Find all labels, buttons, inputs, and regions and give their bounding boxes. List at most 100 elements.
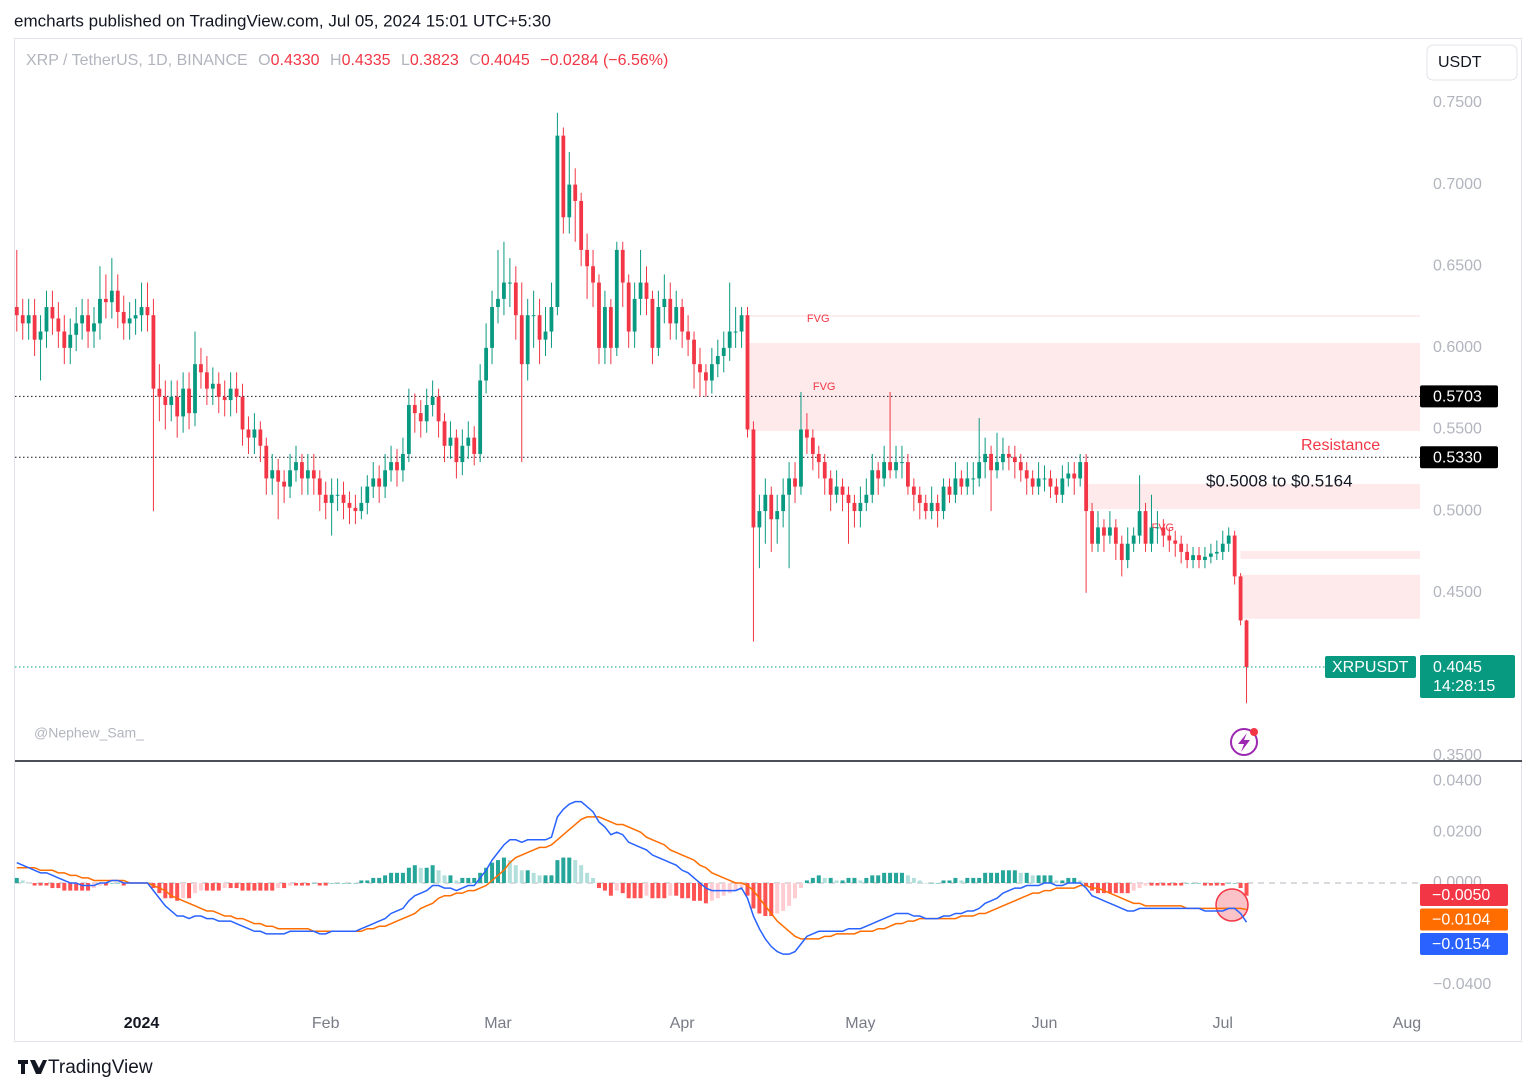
histogram-bar	[971, 877, 976, 883]
candle-body	[74, 323, 79, 335]
histogram-bar	[1167, 882, 1172, 886]
price-badge	[1420, 446, 1498, 469]
histogram-bar	[614, 882, 619, 891]
candle-body	[603, 307, 607, 348]
candle-body	[769, 494, 774, 520]
histogram-bar	[1072, 877, 1077, 883]
candle-body	[187, 388, 191, 414]
candle-body	[68, 334, 73, 348]
candle-body	[228, 388, 233, 401]
histogram-bar	[371, 877, 376, 883]
y-tick-label: 0.0400	[1433, 773, 1482, 790]
currency[interactable]: USDT	[1438, 54, 1482, 71]
candle-body	[1096, 527, 1100, 544]
value-badge	[1420, 908, 1508, 931]
x-tick-label: Mar	[484, 1015, 512, 1032]
candle-body	[430, 396, 435, 405]
histogram-bar	[697, 882, 702, 901]
icon-bolt[interactable]	[1238, 733, 1250, 752]
candle-body	[139, 307, 144, 316]
candle-body	[341, 494, 346, 503]
candle-body	[983, 453, 988, 463]
histogram-bar	[911, 877, 916, 883]
candle-body	[1102, 527, 1106, 536]
candle-body	[531, 315, 536, 317]
publisher: emcharts published on TradingView.com, J…	[14, 11, 551, 30]
histogram-bar	[525, 870, 530, 883]
histogram-bar	[1018, 872, 1023, 883]
candle-body	[264, 445, 269, 479]
y-tick-label: 0.7000	[1433, 176, 1482, 193]
histogram-bar	[62, 882, 67, 891]
histogram-bar	[1125, 882, 1130, 894]
histogram-bar	[1036, 875, 1041, 883]
histogram-bar	[1185, 882, 1190, 884]
histogram-bar	[1143, 882, 1148, 886]
candle-body	[1149, 527, 1154, 544]
histogram-bar	[305, 882, 310, 886]
candle-body	[870, 470, 875, 495]
histogram-bar	[240, 882, 245, 891]
histogram-bar	[1084, 882, 1089, 886]
histogram-bar	[288, 882, 293, 886]
histogram-bar	[460, 877, 465, 883]
annotation: Resistance	[1301, 437, 1380, 454]
alert-icon[interactable]	[1230, 728, 1258, 756]
histogram-bar	[359, 880, 364, 883]
candle-body	[436, 396, 441, 422]
candle-body	[775, 511, 780, 520]
candle-body	[240, 396, 245, 430]
histogram-bar	[763, 882, 768, 917]
candle-body	[680, 307, 685, 332]
histogram-bar	[804, 880, 809, 883]
histogram-bar	[507, 860, 512, 883]
histogram-bar	[418, 867, 423, 883]
currency-button[interactable]	[1426, 44, 1518, 81]
candle-body	[496, 298, 500, 308]
candle-body	[900, 462, 904, 464]
candle-body	[484, 347, 489, 381]
symbol-badge-label: XRPUSDT	[1332, 659, 1409, 676]
candle-body	[757, 511, 762, 528]
symbol-badge	[1325, 655, 1416, 678]
candle-body	[715, 356, 720, 365]
candle-body	[175, 396, 180, 417]
x-tick-label: 2024	[124, 1015, 160, 1032]
icon-dot[interactable]	[1250, 728, 1258, 736]
candle-body	[739, 315, 744, 332]
ohlc-key: L	[401, 52, 410, 69]
histogram-bar	[573, 860, 578, 883]
candle-body	[799, 429, 803, 487]
candle-body	[1226, 535, 1231, 544]
candle-body	[585, 249, 589, 267]
candle-body	[805, 429, 809, 438]
candle-body	[1113, 527, 1118, 544]
candle-body	[472, 437, 477, 454]
fvg-zone	[747, 342, 1420, 432]
histogram-bar	[252, 882, 257, 891]
candle-body	[460, 445, 465, 463]
candle-body	[674, 307, 679, 324]
histogram-bar	[198, 882, 203, 891]
histogram-bar	[430, 865, 435, 883]
fvg-label: FVG	[807, 313, 830, 325]
histogram-bar	[448, 875, 453, 883]
candle-body	[151, 315, 156, 389]
candle-body	[917, 494, 922, 503]
histogram-bar	[977, 877, 982, 883]
candle-body	[787, 478, 791, 495]
histogram-bar	[1066, 877, 1071, 883]
histogram-bar	[20, 880, 25, 883]
histogram-bar	[1220, 882, 1225, 886]
histogram-bar	[210, 882, 215, 891]
histogram-bar	[810, 877, 815, 883]
histogram-bar	[323, 882, 328, 886]
candle-body	[424, 404, 429, 422]
histogram-bar	[1024, 872, 1029, 883]
histogram-bar	[929, 882, 934, 884]
candle-body	[1018, 462, 1023, 471]
candle-body	[579, 200, 584, 250]
candle-body	[1048, 478, 1053, 487]
histogram-bar	[727, 882, 732, 894]
